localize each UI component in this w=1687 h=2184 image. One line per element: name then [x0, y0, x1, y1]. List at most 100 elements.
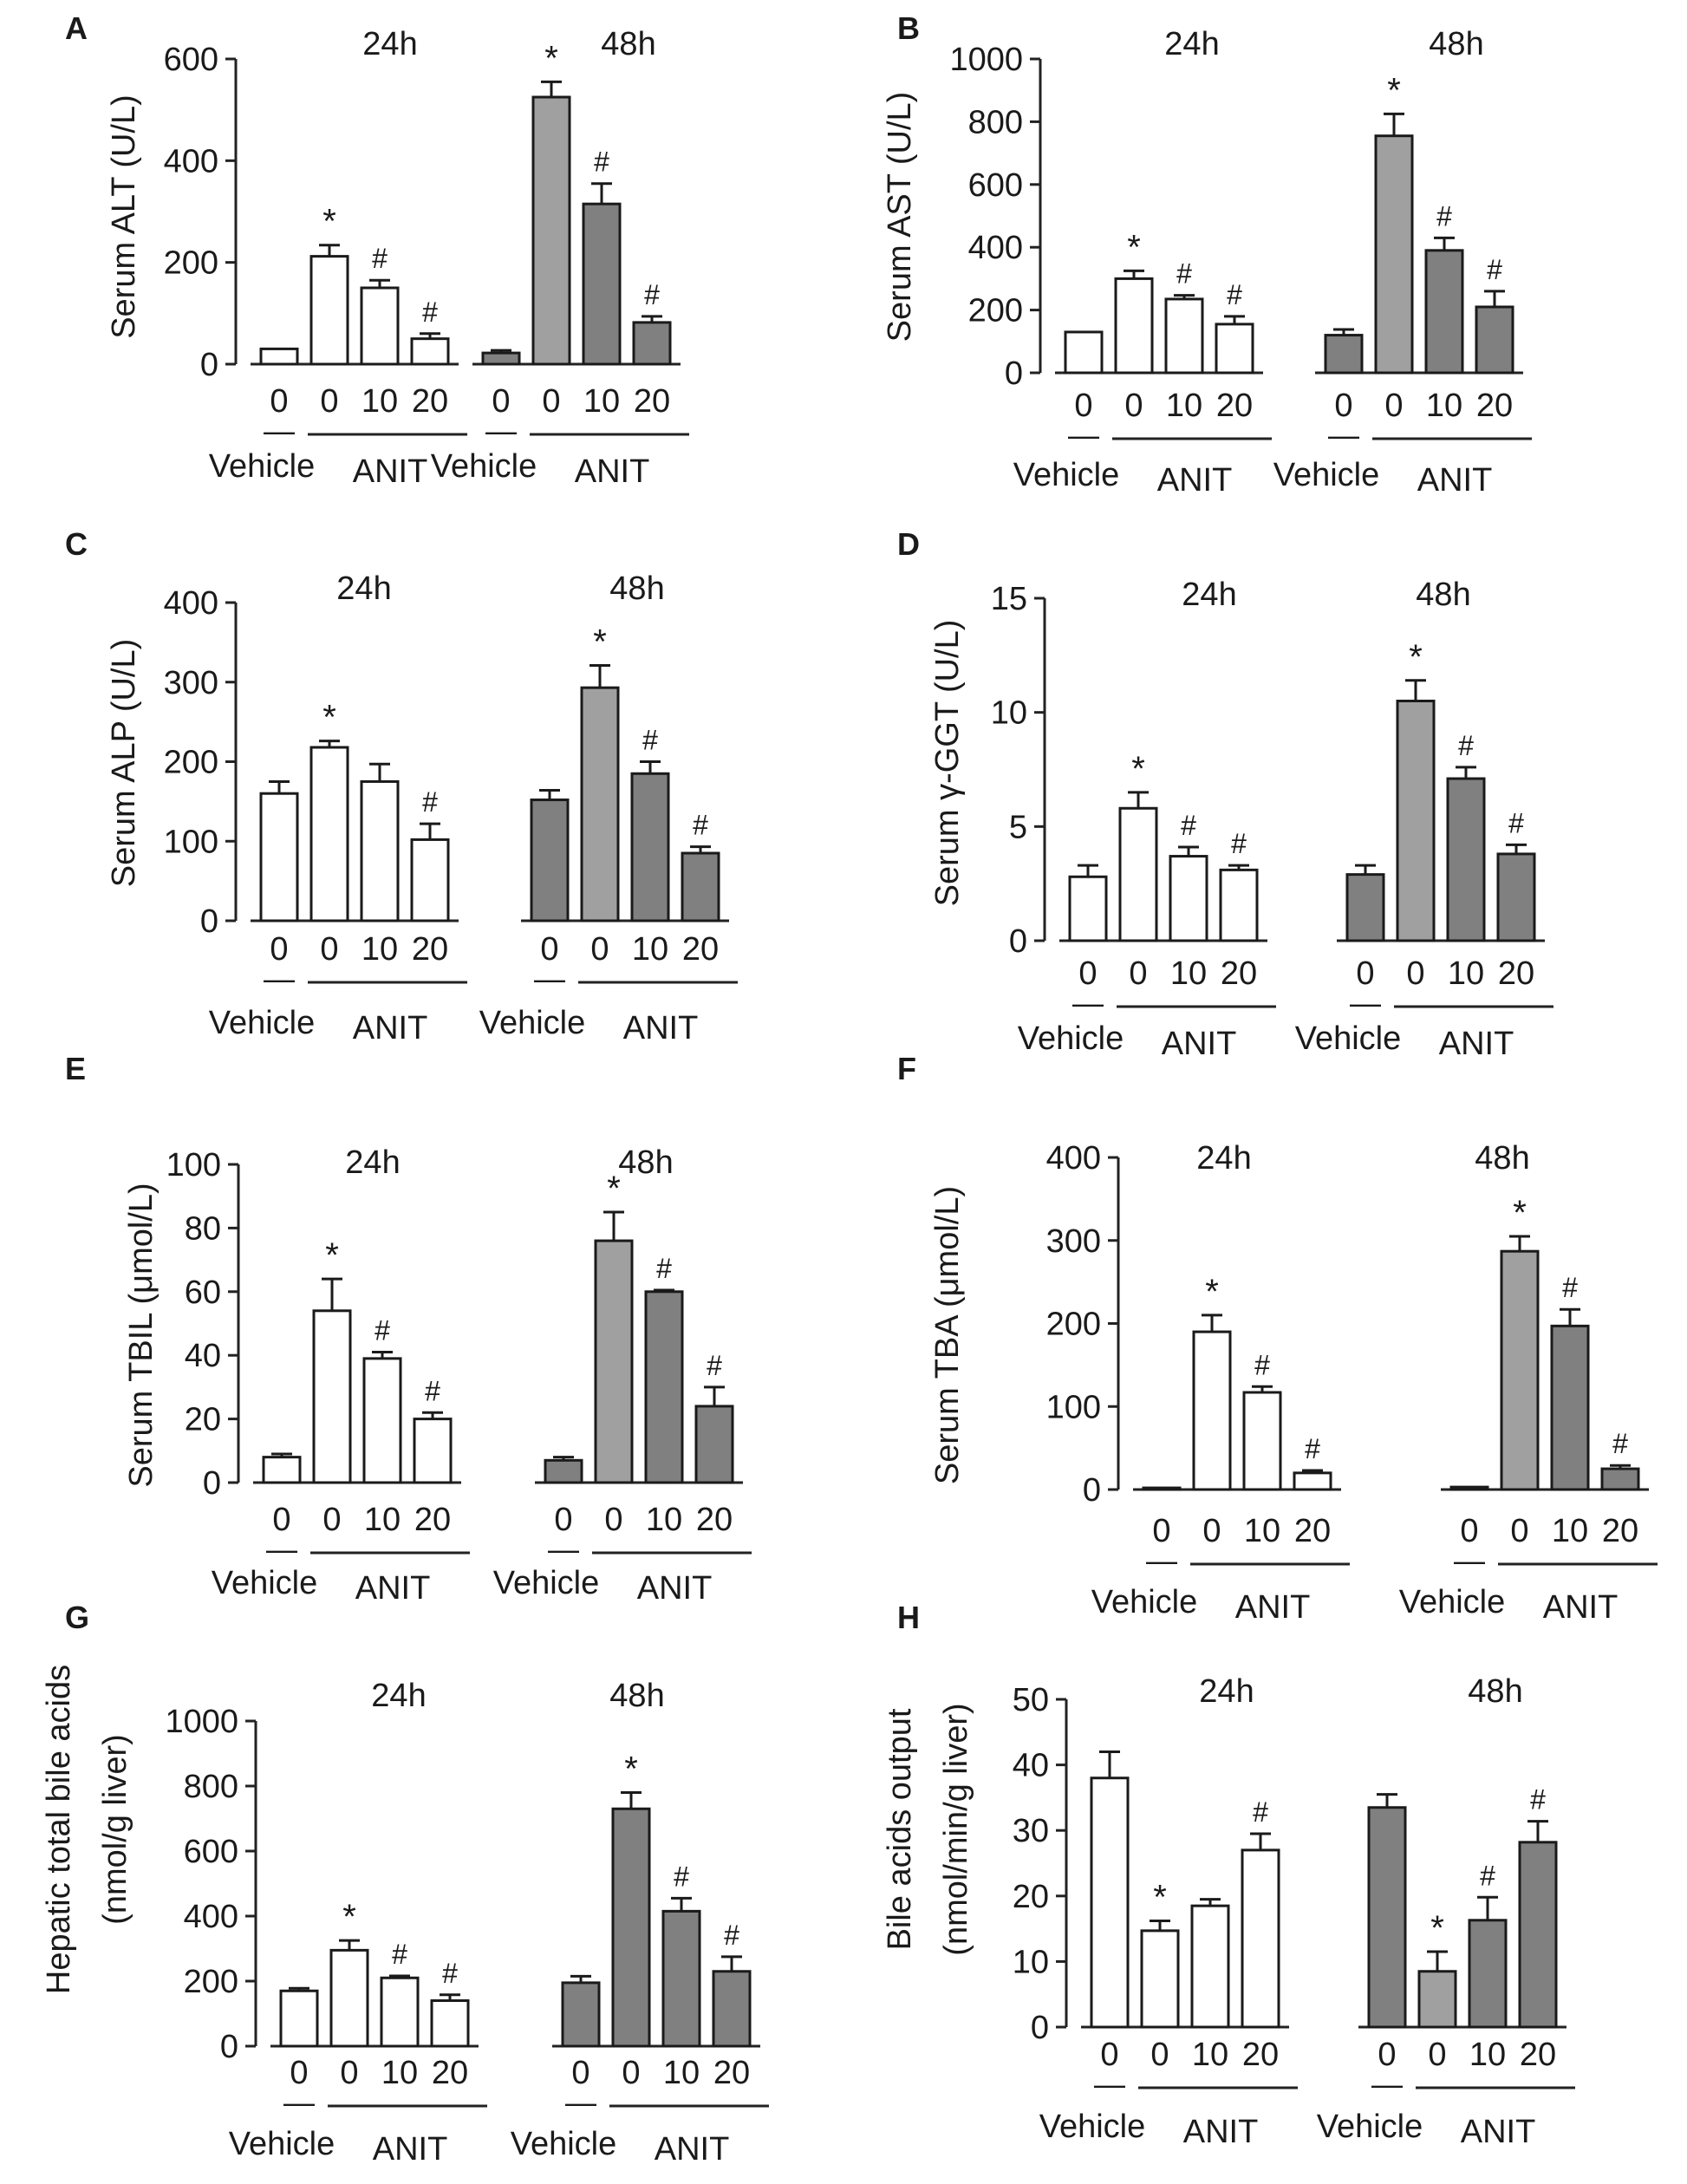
dose-label: 0 [1384, 388, 1403, 424]
significance-hash: # [1436, 200, 1452, 231]
dose-label: 0 [322, 1502, 341, 1538]
vehicle-label: Vehicle [1295, 1020, 1402, 1057]
error-bar [1384, 112, 1404, 136]
y-tick-label: 0 [200, 903, 218, 940]
dose-label: 20 [412, 931, 448, 968]
y-tick-label: 20 [185, 1402, 221, 1438]
y-tick-label: 40 [185, 1338, 221, 1374]
dose-label: 0 [1074, 388, 1092, 424]
bar [1475, 305, 1514, 375]
error-bar [589, 663, 610, 688]
error-bar [1333, 328, 1354, 336]
bar [360, 286, 400, 366]
treatment-label: ANIT [637, 1570, 713, 1607]
bar [1600, 1467, 1640, 1491]
dose-label: 10 [1170, 955, 1207, 992]
error-bar [1456, 766, 1476, 779]
dose-label: 20 [414, 1502, 451, 1538]
bar [1118, 806, 1158, 942]
dose-label: 10 [381, 2055, 418, 2091]
error-bar [1224, 315, 1245, 324]
y-tick-label: 400 [968, 230, 1023, 266]
bar [694, 1405, 734, 1484]
y-axis-title: Serum AST (U/L) [882, 92, 918, 342]
bar [1219, 868, 1259, 942]
significance-hash: # [372, 243, 388, 274]
error-bar [319, 244, 340, 257]
dose-label: 10 [1166, 388, 1202, 424]
dose-label: 0 [571, 2055, 589, 2091]
dose-label: 10 [1192, 2037, 1228, 2073]
dose-label: 0 [1150, 2037, 1169, 2073]
vehicle-label: Vehicle [1273, 457, 1380, 493]
treatment-label: ANIT [1183, 2114, 1259, 2150]
significance-hash: # [1305, 1433, 1320, 1464]
error-bar [289, 1986, 309, 1992]
significance-hash: # [1254, 1349, 1270, 1380]
error-bar [420, 332, 440, 339]
significance-hash: # [693, 810, 708, 841]
y-tick-label: 30 [1013, 1813, 1049, 1849]
error-bar [1228, 864, 1249, 870]
significance-hash: # [422, 297, 438, 328]
treatment-label: ANIT [1439, 1026, 1514, 1062]
vehicle-mark: — [565, 2084, 596, 2120]
panel-letter: A [65, 10, 88, 46]
vehicle-mark: — [548, 1531, 579, 1567]
dose-label: 10 [646, 1502, 682, 1538]
bar [712, 1970, 752, 2048]
bar [1293, 1471, 1332, 1491]
bar [1140, 1929, 1180, 2029]
dose-label: 10 [583, 383, 620, 420]
error-bar [1477, 1895, 1498, 1920]
y-tick-label: 400 [184, 1899, 238, 1935]
significance-hash: # [656, 1253, 672, 1284]
error-bar [1200, 1898, 1221, 1907]
bar [1241, 1848, 1280, 2029]
treatment-label: ANIT [373, 2131, 448, 2168]
dose-label: 20 [432, 2055, 468, 2091]
treatment-label: ANIT [1461, 2114, 1536, 2150]
treatment-label: ANIT [355, 1570, 431, 1607]
significance-star: * [1153, 1879, 1167, 1917]
y-tick-label: 200 [1046, 1307, 1101, 1343]
error-bar [1509, 1235, 1530, 1252]
bar [430, 1999, 470, 2048]
error-bar [1377, 1793, 1397, 1808]
error-bar [1150, 1920, 1170, 1931]
bar [259, 347, 299, 366]
significance-hash: # [644, 279, 660, 310]
error-bar [369, 762, 390, 782]
dose-label: 10 [362, 383, 398, 420]
dose-label: 10 [1469, 2037, 1506, 2073]
treatment-label: ANIT [655, 2131, 730, 2168]
bar [1068, 875, 1108, 942]
significance-star: * [593, 623, 607, 661]
group-title: 24h [1196, 1140, 1251, 1177]
group-title: 48h [1475, 1140, 1529, 1177]
bar [561, 1981, 601, 2048]
group-title: 48h [1416, 577, 1470, 613]
dose-label: 10 [1552, 1513, 1588, 1549]
treatment-label: ANIT [1162, 1026, 1237, 1062]
dose-label: 10 [1448, 955, 1484, 992]
significance-star: * [322, 699, 336, 737]
significance-hash: # [1612, 1428, 1628, 1459]
error-bar [1427, 1950, 1448, 1972]
bar [1500, 1249, 1540, 1491]
bar [362, 1357, 402, 1484]
vehicle-label: Vehicle [431, 448, 537, 485]
bar [380, 1976, 420, 2048]
bar [413, 1418, 453, 1484]
error-bar [1434, 236, 1455, 251]
significance-hash: # [1176, 258, 1192, 290]
bar [1345, 873, 1385, 942]
bar [1550, 1324, 1590, 1491]
dose-label: 0 [272, 1502, 290, 1538]
bar [1192, 1330, 1232, 1491]
dose-label: 0 [1202, 1513, 1221, 1549]
